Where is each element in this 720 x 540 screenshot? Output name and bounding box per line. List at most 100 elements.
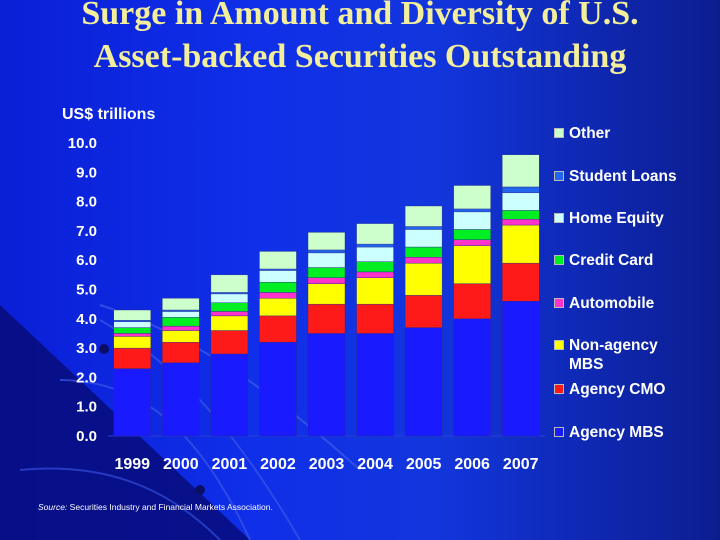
legend-swatch [554,384,564,394]
legend-swatch [554,128,564,138]
bar-segment-agency-cmo-2000 [162,342,200,363]
bar-segment-non-agency-mbs-1999 [113,336,151,349]
y-tick-label: 6.0 [76,252,97,269]
x-tick-label: 1999 [114,456,150,473]
x-tick-label: 2005 [406,456,442,473]
bar-segment-agency-mbs-2004 [356,333,394,437]
bar-segment-agency-mbs-2002 [259,342,297,437]
bar-segment-credit-card-2001 [210,302,249,312]
bar-segment-automobile-2007 [502,218,540,226]
bar-segment-agency-cmo-2006 [453,283,491,320]
bar-segment-home-equity-2007 [502,192,540,211]
bar-segment-credit-card-2007 [502,210,540,220]
bar-segment-home-equity-2003 [307,252,346,268]
y-tick-label: 9.0 [76,164,97,181]
legend-label: Non-agency MBS [569,337,658,373]
bar-segment-agency-cmo-2005 [404,295,443,328]
bar-segment-other-2002 [259,251,297,270]
bar-segment-student-loans-2007 [502,186,540,194]
y-tick-label: 1.0 [76,399,97,416]
bar-segment-other-2000 [162,298,200,311]
bar-segment-automobile-2003 [307,277,346,284]
bar-segment-automobile-2004 [356,271,394,278]
bar-segment-student-loans-2001 [210,292,249,295]
legend-swatch [554,298,564,308]
bar-segment-non-agency-mbs-2007 [502,224,540,264]
bar-segment-automobile-2002 [259,292,297,299]
bar-segment-student-loans-1999 [113,320,151,322]
legend-swatch [554,171,564,181]
x-tick-label: 2002 [260,456,296,473]
legend-item-other: Other [554,124,714,143]
bar-segment-student-loans-2003 [307,249,346,254]
legend-swatch [554,340,564,350]
bar-segment-home-equity-2005 [404,229,443,248]
y-tick-label: 3.0 [76,340,97,357]
x-tick-label: 2000 [163,456,199,473]
bar-segment-credit-card-1999 [113,327,151,334]
legend-item-agency-cmo: Agency CMO [554,380,714,399]
bar-segment-student-loans-2004 [356,243,394,248]
bar-segment-agency-mbs-2007 [502,301,540,437]
y-tick-label: 0.0 [76,428,97,445]
legend-label: Agency MBS [569,424,664,441]
bar-segment-credit-card-2005 [404,246,443,258]
bar-segment-other-1999 [113,309,151,321]
bar-segment-agency-cmo-2003 [307,303,346,334]
x-tick-label: 2001 [212,456,248,473]
legend-label: Home Equity [569,210,664,227]
y-tick-label: 8.0 [76,194,97,211]
bar-segment-other-2004 [356,223,394,245]
legend-swatch [554,255,564,265]
bar-segment-agency-mbs-2005 [404,327,443,437]
legend-swatch [554,427,564,437]
bar-segment-agency-cmo-2007 [502,262,540,302]
bar-segment-other-2001 [210,274,249,293]
bar-segment-home-equity-2006 [453,211,491,230]
legend-item-credit-card: Credit Card [554,251,714,270]
bar-segment-non-agency-mbs-2004 [356,277,394,305]
bar-segment-student-loans-2000 [162,309,200,312]
source-text: Securities Industry and Financial Market… [69,502,273,512]
bar-segment-home-equity-2002 [259,270,297,283]
bar-segment-student-loans-2002 [259,268,297,271]
x-tick-label: 2003 [309,456,345,473]
y-tick-label: 5.0 [76,282,97,299]
bar-segment-home-equity-1999 [113,321,151,328]
bar-segment-automobile-2006 [453,239,491,246]
y-tick-label: 7.0 [76,223,97,240]
legend-label: Agency CMO [569,381,666,398]
bar-segment-non-agency-mbs-2000 [162,330,200,343]
y-tick-label: 4.0 [76,311,97,328]
bar-segment-non-agency-mbs-2002 [259,298,297,317]
bar-segment-other-2003 [307,232,346,251]
bar-segment-student-loans-2006 [453,208,491,213]
legend-label: Automobile [569,295,655,312]
chart-title: Surge in Amount and Diversity of U.S. As… [81,0,639,75]
bar-segment-credit-card-2006 [453,229,491,240]
bar-segment-automobile-2005 [404,257,443,264]
bar-segment-credit-card-2004 [356,261,394,273]
bar-segment-credit-card-2003 [307,267,346,278]
legend-swatch [554,213,564,223]
bar-segment-automobile-1999 [113,333,151,337]
legend-item-automobile: Automobile [554,294,714,313]
legend-label: Credit Card [569,252,654,269]
legend-item-non-agency-mbs: Non-agency MBS [554,336,714,374]
bar-segment-agency-mbs-2003 [307,333,346,437]
legend-label: Other [569,125,611,142]
legend-item-agency-mbs: Agency MBS [554,423,714,442]
x-tick-label: 2006 [454,456,490,473]
x-tick-label: 2007 [503,456,539,473]
bar-segment-non-agency-mbs-2006 [453,245,491,284]
legend-item-home-equity: Home Equity [554,209,714,228]
bar-segment-non-agency-mbs-2001 [210,315,249,331]
bar-segment-other-2005 [404,205,443,227]
bar-segment-student-loans-2005 [404,226,443,230]
bar-segment-agency-mbs-2001 [210,353,249,437]
bar-segment-credit-card-2002 [259,281,297,293]
bar-segment-credit-card-2000 [162,317,200,327]
bar-segment-non-agency-mbs-2005 [404,262,443,296]
bar-segment-home-equity-2000 [162,311,200,318]
